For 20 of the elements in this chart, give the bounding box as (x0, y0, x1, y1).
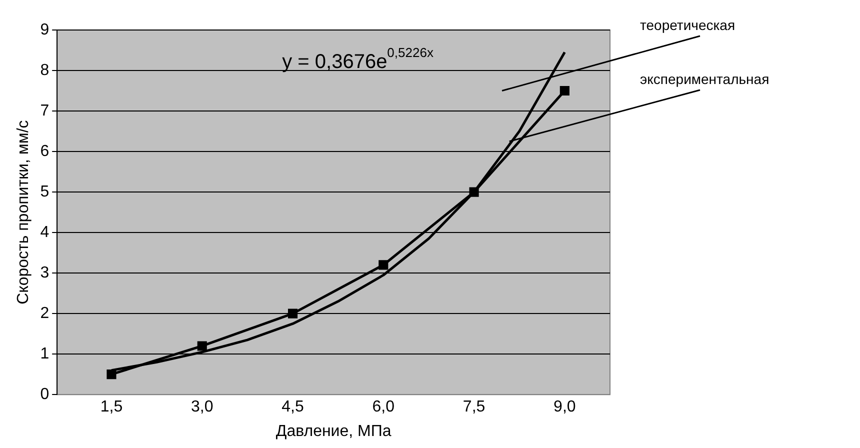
y-tick-label: 5 (40, 183, 50, 200)
y-tick-label: 4 (40, 224, 50, 241)
x-tick-label: 1,5 (100, 398, 123, 416)
text: теоретическая (640, 17, 736, 33)
x-axis-title: Давление, МПа (276, 422, 392, 440)
x-tick-label: 3,0 (190, 398, 214, 416)
text: экспериментальная (640, 71, 770, 87)
x-tick-label: 9,0 (554, 398, 576, 416)
x-tick-label: 7,5 (462, 398, 486, 416)
y-tick-label: 9 (40, 21, 50, 38)
y-tick-label: 1 (40, 345, 50, 362)
y-axis-title: Скорость пропитки, мм/с (15, 120, 32, 304)
y-tick-label: 0 (40, 386, 50, 404)
y-tick-label: 6 (40, 142, 50, 160)
x-tick-label: 4,5 (282, 398, 304, 416)
x-tick-label: 6,0 (372, 398, 395, 416)
y-tick-label: 8 (40, 62, 50, 79)
y-tick-label: 2 (40, 304, 50, 322)
y-tick-label: 3 (40, 264, 50, 282)
y-tick-label: 7 (40, 102, 50, 120)
